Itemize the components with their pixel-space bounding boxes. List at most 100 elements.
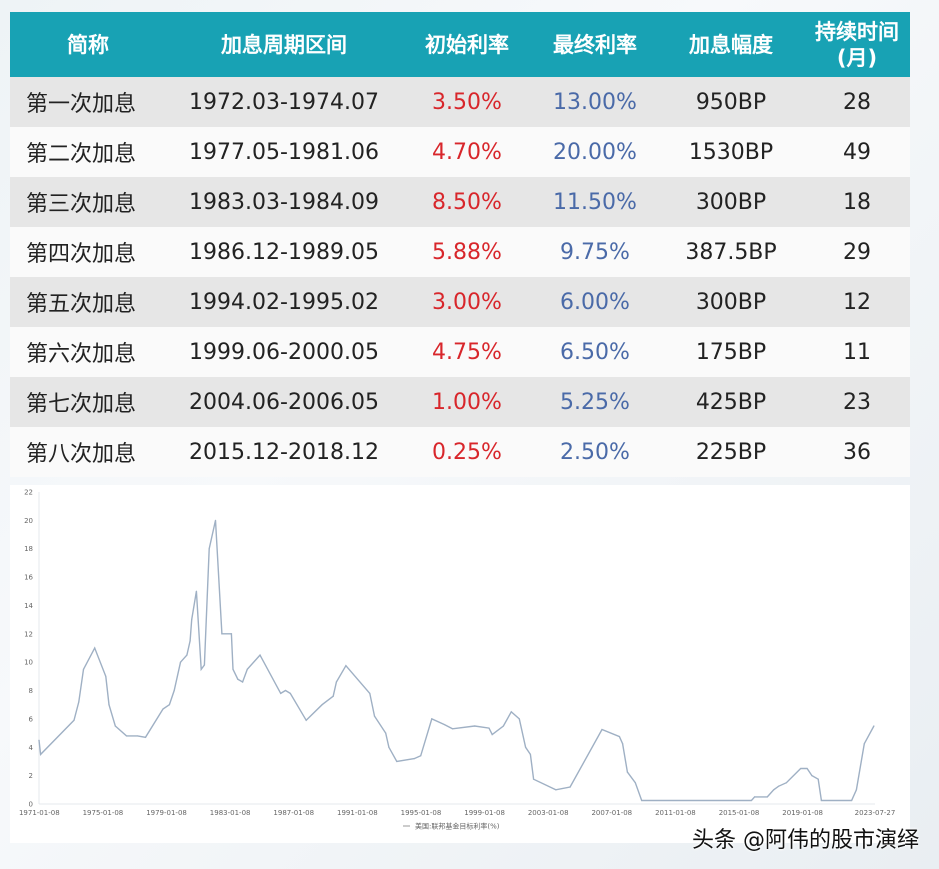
data-point [305, 719, 307, 721]
cell-end: 5.25% [532, 377, 658, 427]
data-point [200, 668, 202, 670]
data-point [136, 735, 139, 737]
data-point [451, 728, 454, 730]
data-point [114, 725, 116, 727]
y-tick-label: 4 [29, 744, 34, 752]
header-bp: 加息幅度 [658, 12, 804, 77]
cell-period: 1972.03-1974.07 [166, 77, 402, 127]
cell-period: 1986.12-1989.05 [166, 227, 402, 277]
data-point [413, 758, 415, 760]
cell-end: 13.00% [532, 77, 658, 127]
x-tick-label: 2003-01-08 [528, 809, 569, 817]
x-tick-label: 1991-01-08 [337, 809, 378, 817]
data-point [806, 767, 808, 770]
cell-period: 1977.05-1981.06 [166, 127, 402, 177]
data-point [241, 681, 244, 683]
data-point [105, 675, 107, 677]
cell-name: 第四次加息 [10, 227, 166, 277]
x-tick-label: 1983-01-08 [210, 809, 251, 817]
cell-bp: 425BP [658, 377, 804, 427]
cell-months: 36 [804, 427, 910, 477]
data-point [750, 799, 753, 802]
cell-name: 第一次加息 [10, 77, 166, 127]
y-tick-label: 0 [29, 801, 33, 809]
data-point [191, 619, 193, 621]
data-point [230, 633, 233, 635]
cell-period: 2004.06-2006.05 [166, 377, 402, 427]
data-point [125, 735, 128, 737]
data-point [73, 719, 75, 721]
cell-start: 3.00% [402, 277, 532, 327]
cell-end: 2.50% [532, 427, 658, 477]
data-point [189, 640, 191, 642]
table-row: 第四次加息 1986.12-1989.05 5.88% 9.75% 387.5BP 29 [10, 227, 910, 277]
data-point [525, 746, 527, 748]
x-tick-label: 2019-01-08 [782, 809, 823, 817]
cell-end: 6.00% [532, 277, 658, 327]
table-row: 第六次加息 1999.06-2000.05 4.75% 6.50% 175BP 11 [10, 327, 910, 377]
data-point [335, 681, 337, 683]
legend-label: 美国:联邦基金目标利率(%) [415, 822, 500, 831]
table-row: 第二次加息 1977.05-1981.06 4.70% 20.00% 1530BP 49 [10, 127, 910, 177]
data-point [873, 725, 875, 727]
data-point [641, 799, 643, 802]
x-tick-label: 2011-01-08 [655, 809, 696, 817]
data-point [237, 678, 239, 680]
data-point [851, 799, 853, 802]
cell-months: 18 [804, 177, 910, 227]
data-point [168, 704, 171, 706]
data-point [754, 796, 756, 798]
series-line [38, 520, 875, 802]
data-point [289, 692, 291, 694]
header-duration: 持续时间 (月) [804, 12, 910, 77]
data-point [186, 654, 188, 656]
table-header-row: 简称 加息周期区间 初始利率 最终利率 加息幅度 持续时间 (月) [10, 12, 910, 77]
x-tick-label: 1987-01-08 [273, 809, 314, 817]
data-point [345, 665, 347, 667]
data-point [811, 775, 813, 777]
data-point [208, 548, 210, 550]
y-tick-label: 12 [24, 630, 33, 638]
data-point [618, 736, 621, 738]
data-point [203, 664, 205, 666]
cell-months: 12 [804, 277, 910, 327]
table-row: 第八次加息 2015.12-2018.12 0.25% 2.50% 225BP 36 [10, 427, 910, 477]
cell-start: 0.25% [402, 427, 532, 477]
y-tick-label: 16 [24, 574, 33, 582]
data-point [529, 753, 531, 755]
header-duration-line1: 持续时间 [815, 19, 899, 44]
data-point [855, 789, 857, 791]
x-tick-label: 2015-01-08 [719, 809, 760, 817]
cell-period: 2015.12-2018.12 [166, 427, 402, 477]
x-tick-label: 1971-01-08 [19, 809, 60, 817]
data-point [817, 778, 819, 780]
header-start-rate: 初始利率 [402, 12, 532, 77]
data-point [510, 711, 512, 713]
header-period: 加息周期区间 [166, 12, 402, 77]
y-tick-label: 6 [29, 715, 34, 723]
data-point [195, 590, 198, 592]
cell-end: 11.50% [532, 177, 658, 227]
watermark: 头条 @阿伟的股市演绎 [692, 828, 919, 853]
cell-months: 28 [804, 77, 910, 127]
data-point [443, 723, 446, 726]
cell-bp: 950BP [658, 77, 804, 127]
cell-start: 5.88% [402, 227, 532, 277]
cell-end: 9.75% [532, 227, 658, 277]
y-tick-label: 20 [24, 517, 33, 525]
data-point [388, 746, 390, 748]
cell-bp: 1530BP [658, 127, 804, 177]
y-tick-label: 2 [29, 772, 33, 780]
x-tick-label: 2007-01-08 [591, 809, 632, 817]
data-point [626, 771, 628, 773]
cell-start: 1.00% [402, 377, 532, 427]
data-point [396, 760, 398, 763]
data-point [214, 519, 217, 521]
cell-start: 8.50% [402, 177, 532, 227]
y-tick-label: 18 [24, 545, 33, 553]
data-point [555, 789, 557, 791]
data-point [766, 796, 768, 798]
x-tick-label: 2023-07-27 [855, 809, 896, 817]
data-point [144, 736, 147, 738]
cell-period: 1994.02-1995.02 [166, 277, 402, 327]
